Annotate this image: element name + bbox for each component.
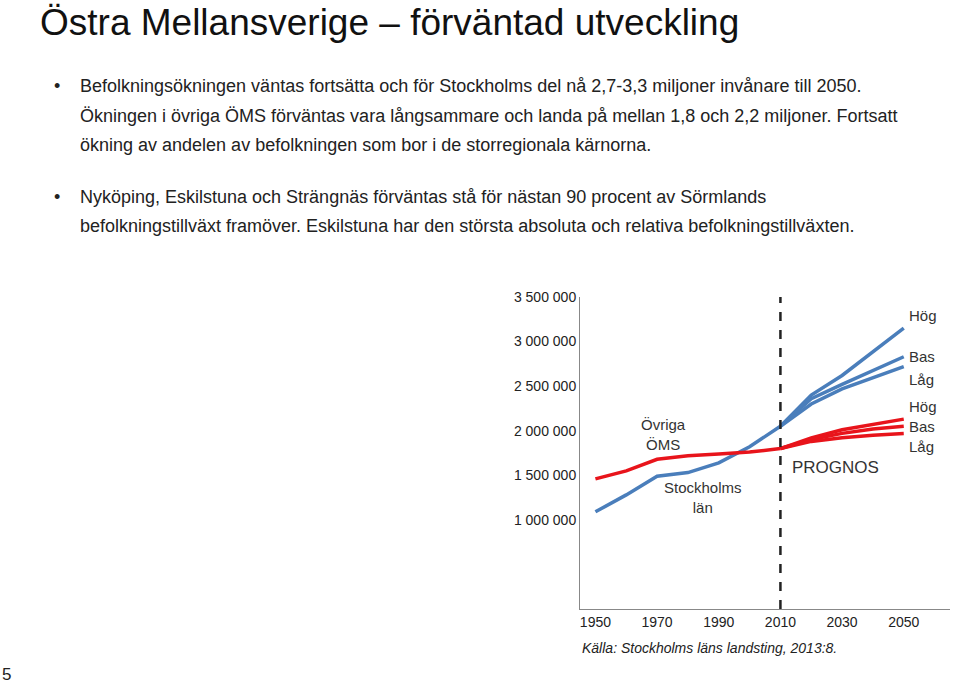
svg-text:1 500 000: 1 500 000 [514,467,576,483]
svg-text:2 500 000: 2 500 000 [514,378,576,394]
html-text:5: 5 [2,665,12,684]
html-text:Nyköping, Eskilstuna och Strän: Nyköping, Eskilstuna och Strängnäs förvä… [80,186,855,236]
svg-text:1990: 1990 [703,614,734,630]
svg-text:1 000 000: 1 000 000 [514,512,576,528]
html-text:Befolkningsökningen väntas for: Befolkningsökningen väntas fortsätta och… [80,76,898,155]
html-text:Östra Mellansverige – förvänta: Östra Mellansverige – förväntad utveckli… [40,2,740,43]
svg-text:Bas: Bas [909,418,935,435]
html-text:Källa: Stockholms läns landsti: Källa: Stockholms läns landsting, 2013:8… [582,640,838,656]
svg-text:Låg: Låg [909,438,934,455]
svg-text:Stockholmslän: Stockholmslän [664,479,742,516]
svg-text:Bas: Bas [909,348,935,365]
svg-text:2010: 2010 [765,614,796,630]
svg-text:2030: 2030 [827,614,858,630]
svg-text:ÖvrigaÖMS: ÖvrigaÖMS [641,416,686,453]
svg-text:Låg: Låg [909,371,934,388]
svg-text:Hög: Hög [909,398,937,415]
svg-text:2 000 000: 2 000 000 [514,423,576,439]
svg-text:3 000 000: 3 000 000 [514,333,576,349]
svg-text:Hög: Hög [909,307,937,324]
svg-text:2050: 2050 [888,614,919,630]
svg-text:1950: 1950 [580,614,611,630]
svg-text:3 500 000: 3 500 000 [514,289,576,305]
svg-text:PROGNOS: PROGNOS [792,458,879,477]
svg-text:1970: 1970 [642,614,673,630]
